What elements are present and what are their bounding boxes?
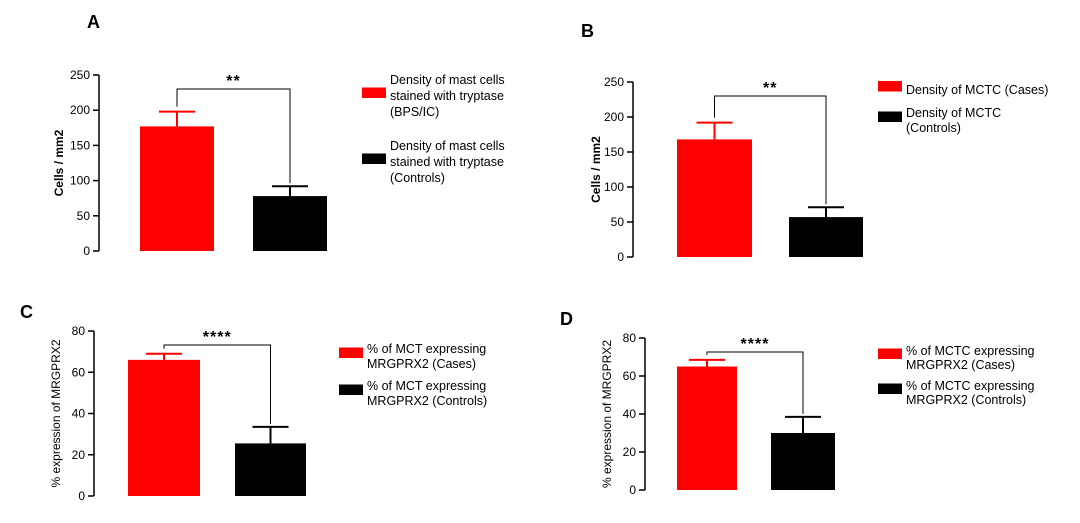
y-tick-label: 0 <box>83 244 90 258</box>
y-tick-label: 100 <box>70 174 90 188</box>
y-tick-label: 100 <box>604 180 624 194</box>
legend-swatch <box>878 81 902 92</box>
legend-swatch <box>878 383 902 394</box>
significance-label: ** <box>226 73 240 90</box>
bar <box>253 196 327 251</box>
y-tick-label: 150 <box>70 138 90 152</box>
legend-swatch <box>878 348 902 359</box>
significance-label: **** <box>741 336 770 353</box>
legend-label-line: % of MCT expressing <box>367 342 486 356</box>
bar <box>140 126 214 251</box>
legend-label-line: MRGPRX2 (Cases) <box>906 358 1015 372</box>
y-tick-label: 50 <box>77 209 91 223</box>
panel-b: B 0 50 100 150 200 250 Cells / mm2 ** Density of … <box>581 21 1048 264</box>
legend-label-line: MRGPRX2 (Cases) <box>367 357 476 371</box>
legend-label: Density of mast cells stained with trypta… <box>390 139 505 185</box>
legend-label-line: (BPS/IC) <box>390 105 439 119</box>
y-tick-label: 60 <box>623 369 637 383</box>
y-tick-label: 150 <box>604 145 624 159</box>
legend-swatch <box>878 111 902 122</box>
legend-label: Density of mast cells stained with trypta… <box>390 73 505 119</box>
legend-label: Density of MCTC (Controls) <box>906 106 1001 135</box>
legend-label-line: Density of MCTC (Cases) <box>906 83 1048 97</box>
y-tick-label: 80 <box>72 324 86 338</box>
panel-c-letter: C <box>20 302 33 322</box>
legend-label-line: % of MCTC expressing <box>906 344 1035 358</box>
panel-b-letter: B <box>581 21 594 41</box>
bar <box>235 443 306 496</box>
bar <box>789 217 863 257</box>
bar <box>677 139 752 257</box>
y-tick-label: 80 <box>623 331 637 345</box>
legend-label-line: % of MCTC expressing <box>906 379 1035 393</box>
bar <box>677 366 737 490</box>
y-tick-label: 20 <box>72 448 86 462</box>
y-axis-label: Cells / mm2 <box>589 136 603 203</box>
legend-swatch <box>362 87 386 98</box>
panel-d: D 0 20 40 60 80 % expression of MRGPRX2 **** % o… <box>560 309 1035 497</box>
legend-label-line: Density of mast cells <box>390 73 505 87</box>
significance-label: ** <box>763 80 777 97</box>
panel-a: A 0 50 100 150 200 250 Cells / mm2 ** Density of … <box>52 12 505 258</box>
significance-label: **** <box>203 329 232 346</box>
bar <box>128 359 200 496</box>
legend-label-line: MRGPRX2 (Controls) <box>367 394 487 408</box>
significance-bracket <box>714 95 827 205</box>
y-tick-label: 20 <box>623 445 637 459</box>
panel-d-letter: D <box>560 309 573 329</box>
legend-label: Density of MCTC (Cases) <box>906 83 1048 97</box>
y-axis-label: % expression of MRGPRX2 <box>49 339 63 487</box>
bar <box>771 433 835 490</box>
y-axis-label: % expression of MRGPRX2 <box>600 340 614 488</box>
y-tick-label: 40 <box>72 407 86 421</box>
y-tick-label: 0 <box>78 489 85 503</box>
legend-swatch <box>362 153 386 164</box>
y-tick-label: 40 <box>623 407 637 421</box>
y-axis-label: Cells / mm2 <box>52 129 66 196</box>
legend-label: % of MCT expressing MRGPRX2 (Controls) <box>367 379 487 408</box>
legend-label: % of MCT expressing MRGPRX2 (Cases) <box>367 342 486 371</box>
y-tick-label: 250 <box>70 68 90 82</box>
legend-swatch <box>339 384 363 395</box>
panel-a-letter: A <box>87 12 100 32</box>
legend-label-line: (Controls) <box>906 121 961 135</box>
significance-bracket <box>163 344 271 424</box>
legend-label: % of MCTC expressing MRGPRX2 (Controls) <box>906 379 1035 407</box>
legend-label-line: MRGPRX2 (Controls) <box>906 393 1026 407</box>
y-tick-label: 60 <box>72 365 86 379</box>
significance-bracket <box>706 351 804 414</box>
legend-label-line: Density of MCTC <box>906 106 1001 120</box>
legend-label: % of MCTC expressing MRGPRX2 (Cases) <box>906 344 1035 372</box>
y-tick-label: 200 <box>70 103 90 117</box>
panel-c: C 0 20 40 60 80 % expression of MRGPRX2 **** % o… <box>20 302 487 503</box>
legend-swatch <box>339 347 363 358</box>
legend-label-line: stained with tryptase <box>390 89 504 103</box>
y-tick-label: 50 <box>611 215 625 229</box>
y-tick-label: 0 <box>617 250 624 264</box>
legend-label-line: % of MCT expressing <box>367 379 486 393</box>
y-tick-label: 200 <box>604 110 624 124</box>
significance-bracket <box>176 88 291 184</box>
y-tick-label: 250 <box>604 75 624 89</box>
legend-label-line: Density of mast cells <box>390 139 505 153</box>
y-tick-label: 0 <box>629 483 636 497</box>
legend-label-line: (Controls) <box>390 171 445 185</box>
legend-label-line: stained with tryptase <box>390 155 504 169</box>
